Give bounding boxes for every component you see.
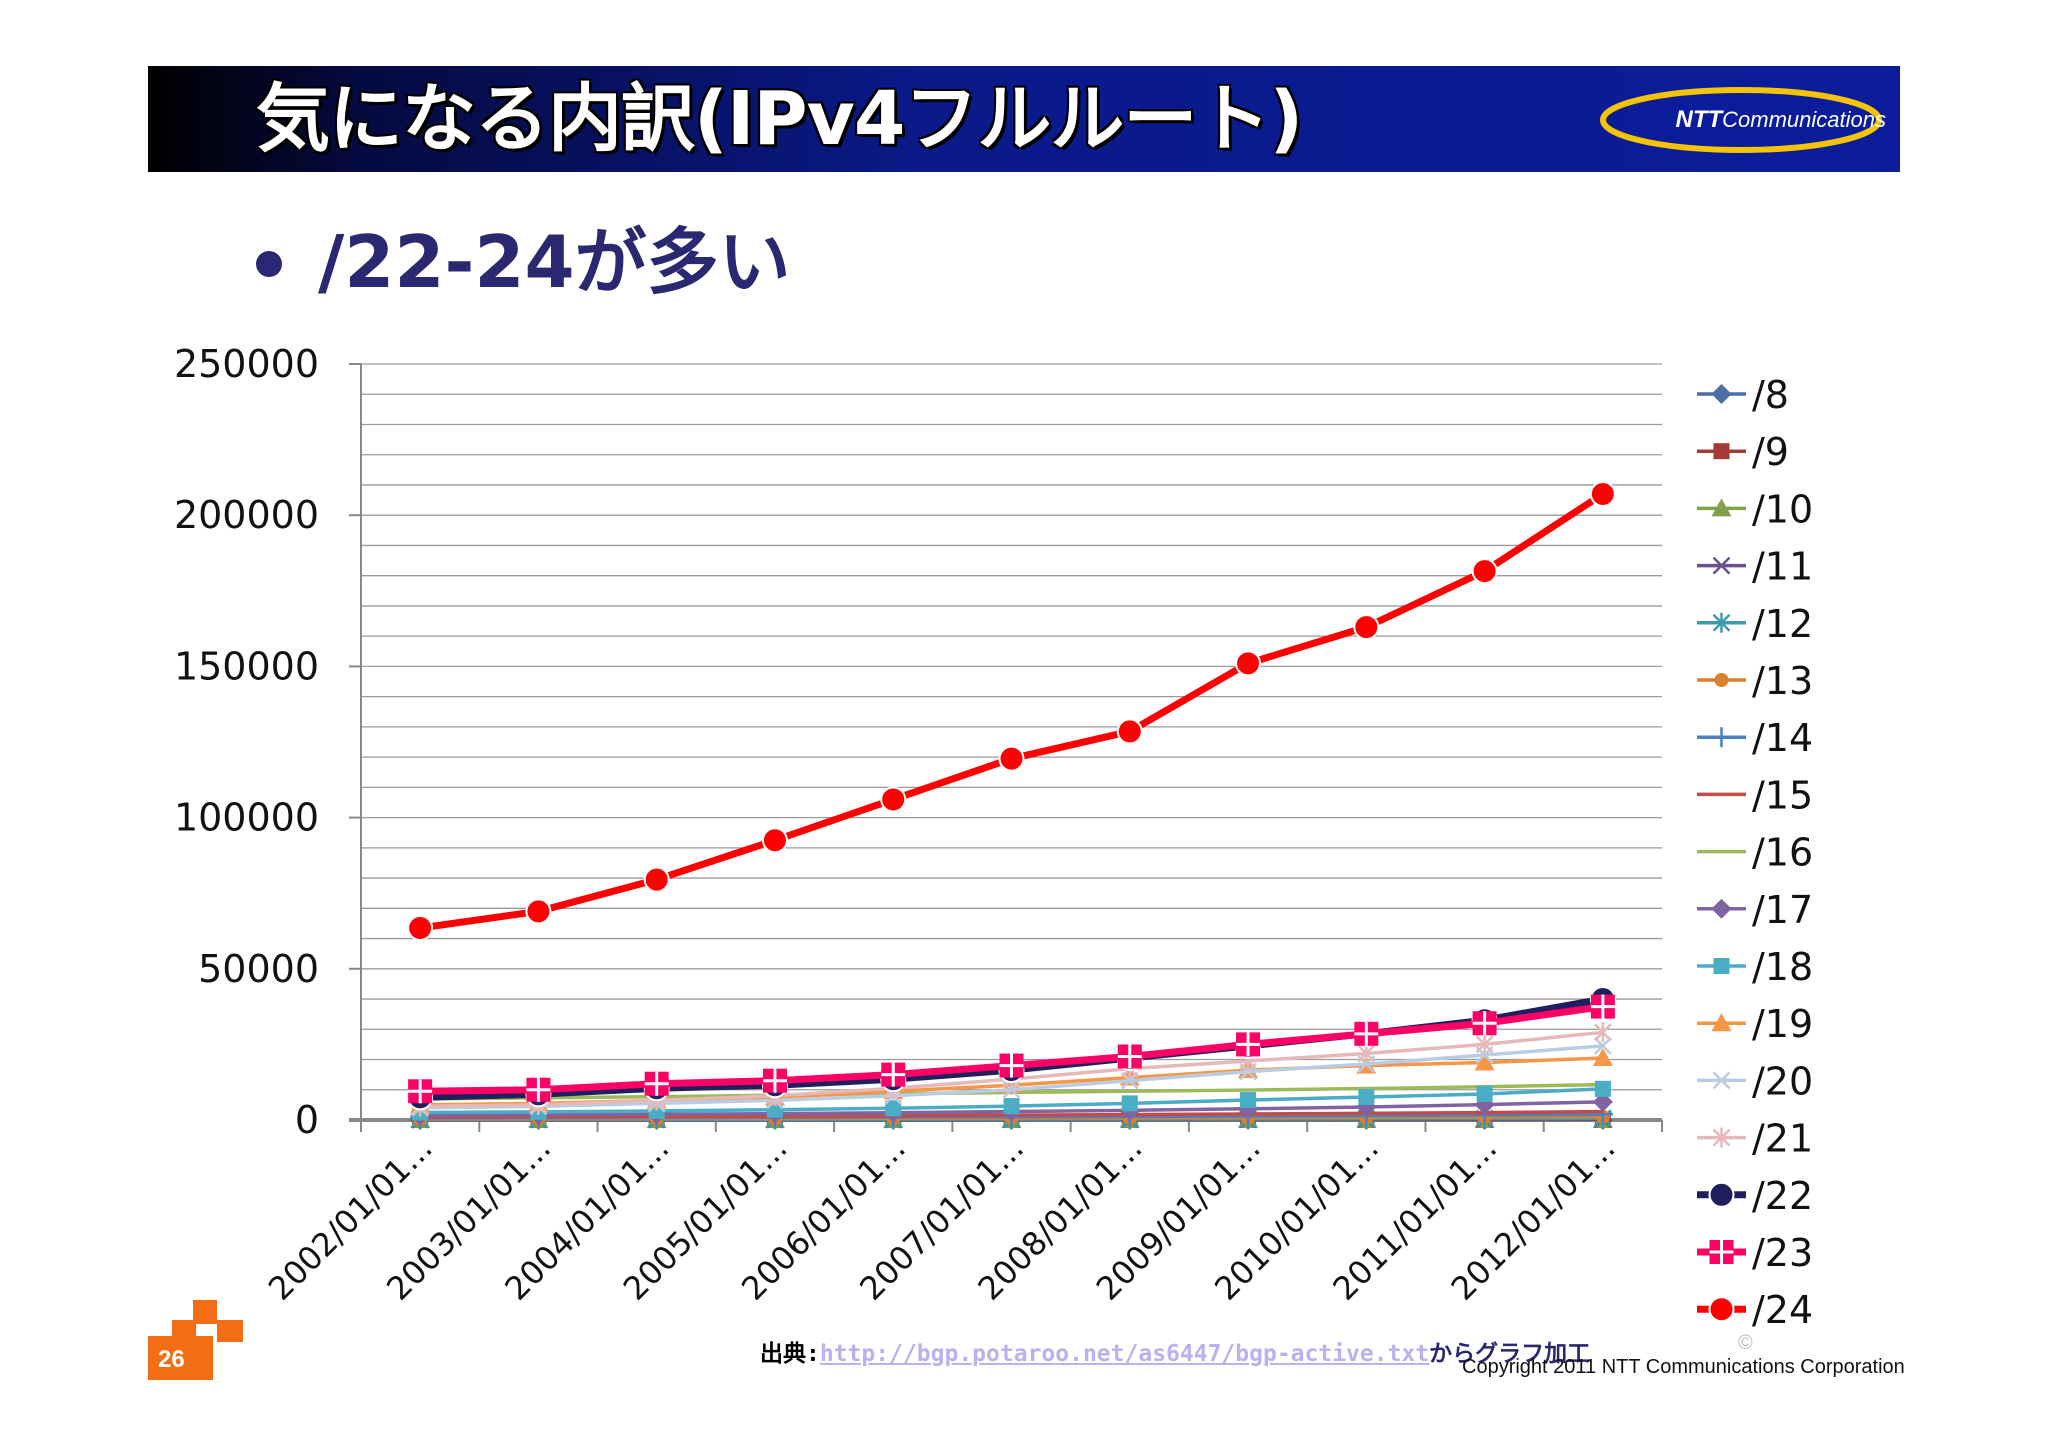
data-point bbox=[1592, 1091, 1613, 1112]
series-slash-23 bbox=[408, 994, 1615, 1104]
data-point bbox=[1003, 1098, 1020, 1115]
y-tick-label: 50000 bbox=[198, 947, 319, 991]
slide-title: 気になる内訳(IPv4フルルート) bbox=[256, 76, 1303, 162]
legend-label: /10 bbox=[1752, 487, 1813, 531]
y-tick-label: 150000 bbox=[174, 644, 319, 688]
legend-label: /21 bbox=[1752, 1117, 1813, 1161]
source-link[interactable]: http://bgp.potaroo.net/as6447/bgp-active… bbox=[819, 1341, 1430, 1367]
legend-label: /15 bbox=[1752, 773, 1813, 817]
data-point bbox=[1471, 558, 1498, 585]
legend-item: /24 bbox=[1697, 1288, 1813, 1332]
legend-item: /13 bbox=[1697, 659, 1813, 703]
data-point bbox=[1594, 1080, 1611, 1097]
legend-item: /18 bbox=[1697, 945, 1813, 989]
legend-item: /8 bbox=[1697, 373, 1789, 417]
data-point bbox=[1589, 481, 1616, 508]
data-point bbox=[1711, 498, 1732, 517]
legend-label: /18 bbox=[1752, 945, 1813, 989]
legend-item: /9 bbox=[1697, 430, 1789, 474]
legend-label: /14 bbox=[1752, 716, 1813, 760]
legend-label: /23 bbox=[1752, 1231, 1813, 1275]
legend: /8/9/10/11/12/13/14/15/16/17/18/19/20/21… bbox=[1697, 373, 1813, 1332]
legend-item: /11 bbox=[1697, 545, 1813, 589]
grid-lines bbox=[361, 363, 1662, 1091]
data-point bbox=[1476, 1085, 1493, 1102]
legend-item: /16 bbox=[1697, 831, 1813, 875]
legend-label: /12 bbox=[1752, 602, 1813, 646]
ntt-logo-icon bbox=[1600, 87, 1882, 153]
legend-label: /19 bbox=[1752, 1002, 1813, 1046]
legend-label: /20 bbox=[1752, 1059, 1813, 1103]
data-point bbox=[525, 898, 552, 925]
data-point bbox=[1116, 718, 1143, 745]
legend-item: /12 bbox=[1697, 602, 1813, 646]
y-tick-label: 0 bbox=[295, 1098, 319, 1142]
data-point bbox=[880, 786, 907, 813]
logo-sub: Communications bbox=[1722, 107, 1886, 132]
legend-item: /15 bbox=[1697, 773, 1813, 817]
data-point bbox=[1708, 1296, 1735, 1323]
data-point bbox=[1240, 1092, 1257, 1109]
legend-label: /8 bbox=[1752, 373, 1789, 417]
page-number: 26 bbox=[158, 1346, 185, 1373]
data-point bbox=[1353, 614, 1380, 641]
legend-label: /13 bbox=[1752, 659, 1813, 703]
data-point bbox=[1713, 443, 1730, 460]
legend-item: /17 bbox=[1697, 888, 1813, 932]
data-point bbox=[643, 866, 670, 893]
data-point bbox=[1121, 1095, 1138, 1112]
data-point bbox=[1714, 673, 1729, 687]
legend-label: /22 bbox=[1752, 1174, 1813, 1218]
data-point bbox=[1713, 958, 1730, 974]
legend-item: /23 bbox=[1697, 1231, 1813, 1275]
data-point bbox=[1593, 1037, 1612, 1055]
y-tick-label: 200000 bbox=[174, 493, 319, 537]
legend-label: /17 bbox=[1752, 888, 1813, 932]
data-point bbox=[761, 827, 788, 854]
copyright-mark: © bbox=[1738, 1332, 1753, 1354]
legend-label: /24 bbox=[1752, 1288, 1813, 1332]
legend-item: /14 bbox=[1697, 716, 1813, 760]
data-point bbox=[1592, 1048, 1613, 1067]
legend-label: /11 bbox=[1752, 545, 1813, 589]
bullet-dot bbox=[256, 251, 282, 277]
legend-item: /19 bbox=[1697, 1002, 1813, 1046]
legend-item: /20 bbox=[1697, 1059, 1813, 1103]
data-point bbox=[1712, 1071, 1731, 1090]
bullet-text: /22-24が多い bbox=[318, 220, 791, 304]
source-tail: からグラフ加工 bbox=[1429, 1341, 1591, 1367]
legend-item: /22 bbox=[1697, 1174, 1813, 1218]
x-tick-labels: 2002/01/01...2003/01/01...2004/01/01...2… bbox=[261, 1129, 1623, 1308]
legend-label: /16 bbox=[1752, 831, 1813, 875]
series-lines bbox=[407, 481, 1616, 1130]
data-point bbox=[885, 1100, 902, 1117]
data-point bbox=[1711, 898, 1732, 919]
data-point bbox=[1474, 1052, 1495, 1071]
y-tick-label: 250000 bbox=[174, 342, 319, 386]
copyright: Copyright 2011 NTT Communications Corpor… bbox=[1462, 1356, 1905, 1378]
logo-text: NTTCommunications bbox=[1676, 106, 1887, 134]
data-point bbox=[1235, 650, 1262, 677]
data-point bbox=[1711, 1013, 1732, 1032]
logo-brand: NTT bbox=[1675, 106, 1723, 133]
data-point bbox=[407, 914, 434, 941]
data-point bbox=[1358, 1089, 1375, 1106]
data-point bbox=[998, 745, 1025, 772]
source-note: 出典:http://bgp.potaroo.net/as6447/bgp-act… bbox=[760, 1334, 1590, 1368]
legend-item: /10 bbox=[1697, 487, 1813, 531]
page-number-badge bbox=[148, 1300, 243, 1380]
data-point bbox=[1711, 384, 1732, 404]
series-slash-24 bbox=[407, 481, 1616, 941]
source-label: 出典: bbox=[760, 1341, 820, 1367]
series-slash-18 bbox=[412, 1080, 1611, 1121]
data-point bbox=[1712, 556, 1731, 575]
title-bar: 気になる内訳(IPv4フルルート) NTTCommunications bbox=[148, 66, 1900, 172]
legend-label: /9 bbox=[1752, 430, 1789, 474]
y-tick-labels: 0 50000 100000 150000 200000 250000 bbox=[174, 342, 319, 1142]
series-line bbox=[419, 491, 1605, 932]
legend-item: /21 bbox=[1697, 1117, 1813, 1161]
y-tick-label: 100000 bbox=[174, 796, 319, 840]
data-point bbox=[1708, 1181, 1735, 1208]
